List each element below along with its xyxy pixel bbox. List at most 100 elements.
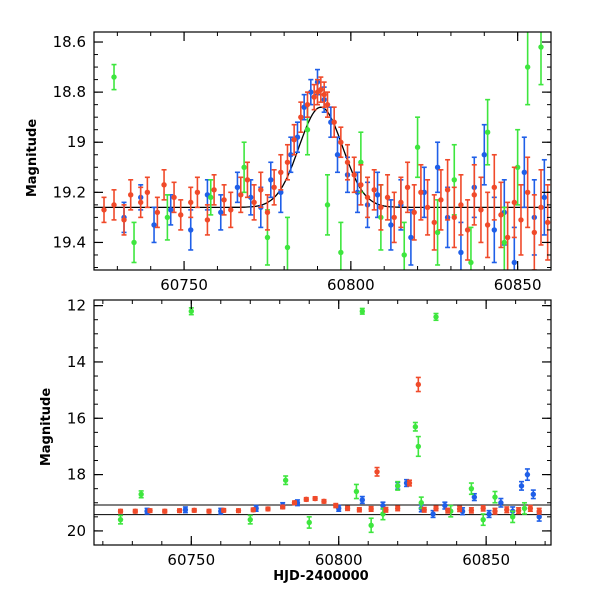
data-point — [444, 187, 451, 193]
data-point — [521, 505, 528, 512]
data-point — [544, 219, 551, 226]
data-point — [164, 214, 171, 221]
data-point — [433, 314, 439, 320]
data-point — [414, 144, 421, 150]
plot-area — [94, 307, 551, 534]
y-tick-label: 14 — [67, 353, 86, 371]
data-point — [304, 101, 311, 108]
data-point — [498, 212, 504, 218]
data-point — [484, 129, 491, 135]
data-point — [171, 194, 177, 201]
data-point — [188, 227, 194, 233]
data-point — [383, 507, 389, 513]
data-point — [418, 189, 424, 196]
data-point — [238, 192, 244, 198]
data-point — [538, 44, 544, 50]
data-point — [408, 234, 414, 241]
data-point — [331, 119, 337, 125]
data-point — [221, 197, 227, 203]
data-point — [394, 505, 401, 512]
data-point — [498, 500, 504, 506]
data-series-2 — [117, 376, 542, 515]
data-point — [151, 222, 157, 228]
data-point — [486, 511, 492, 517]
data-point — [241, 164, 247, 170]
plot-area — [94, 32, 551, 270]
data-point — [374, 469, 380, 475]
data-point — [138, 491, 144, 498]
data-point — [478, 207, 484, 213]
y-tick-label: 12 — [67, 297, 86, 315]
data-point — [434, 164, 441, 170]
data-point — [491, 184, 497, 191]
y-tick-label: 18.6 — [53, 33, 86, 51]
data-point — [504, 234, 511, 241]
y-tick-label: 20 — [67, 522, 86, 540]
data-series-1 — [117, 307, 528, 534]
data-point — [541, 194, 548, 201]
data-point — [458, 202, 464, 208]
data-point — [154, 209, 161, 216]
data-point — [111, 74, 117, 80]
data-series-1 — [111, 32, 544, 270]
data-point — [501, 239, 507, 246]
data-point — [451, 214, 457, 221]
data-point — [138, 199, 144, 206]
data-point — [161, 182, 167, 188]
data-point — [351, 172, 357, 178]
data-point — [284, 159, 291, 165]
data-point — [244, 177, 251, 183]
model-curve — [94, 106, 551, 209]
data-point — [378, 204, 384, 211]
data-point — [204, 217, 211, 223]
data-point — [481, 152, 487, 158]
data-point — [398, 199, 404, 206]
plot-frame — [93, 299, 552, 546]
data-point — [418, 500, 424, 506]
y-tick-label: 16 — [67, 409, 86, 427]
data-point — [284, 244, 291, 251]
data-point — [415, 443, 422, 450]
data-point — [131, 239, 137, 246]
data-point — [333, 502, 339, 509]
data-point — [235, 507, 242, 514]
x-tick-label: 60750 — [167, 551, 215, 569]
data-point — [308, 89, 314, 95]
data-point — [188, 308, 194, 314]
data-point — [206, 508, 212, 514]
data-point — [521, 169, 528, 175]
data-point — [304, 127, 311, 133]
data-point — [524, 471, 531, 478]
data-point — [421, 507, 427, 513]
data-point — [194, 189, 201, 196]
data-point — [356, 507, 363, 513]
data-point — [527, 505, 534, 512]
data-point — [288, 152, 294, 158]
plot-frame — [93, 31, 552, 271]
data-point — [412, 424, 419, 430]
data-point — [511, 199, 518, 206]
data-point — [321, 498, 327, 505]
data-point — [250, 507, 256, 513]
data-point — [265, 506, 271, 512]
data-point — [514, 164, 521, 170]
data-point — [445, 507, 451, 514]
data-point — [282, 477, 289, 483]
data-point — [298, 114, 304, 120]
data-point — [515, 507, 522, 514]
data-point — [433, 505, 439, 512]
y-tick-label: 18.8 — [53, 83, 86, 101]
data-point — [384, 194, 391, 201]
top-panel: 60750 60800 60850 18.6 18.8 19 19.2 19.4 — [53, 31, 552, 294]
data-series-2 — [101, 76, 551, 270]
y-tick-label: 19.4 — [53, 233, 86, 251]
data-point — [509, 514, 516, 520]
data-point — [279, 504, 286, 510]
data-point — [524, 64, 531, 70]
data-point — [101, 207, 107, 213]
data-series-0 — [121, 68, 548, 270]
data-point — [264, 209, 271, 216]
data-point — [368, 506, 374, 512]
data-point — [464, 227, 471, 233]
data-point — [218, 209, 224, 216]
